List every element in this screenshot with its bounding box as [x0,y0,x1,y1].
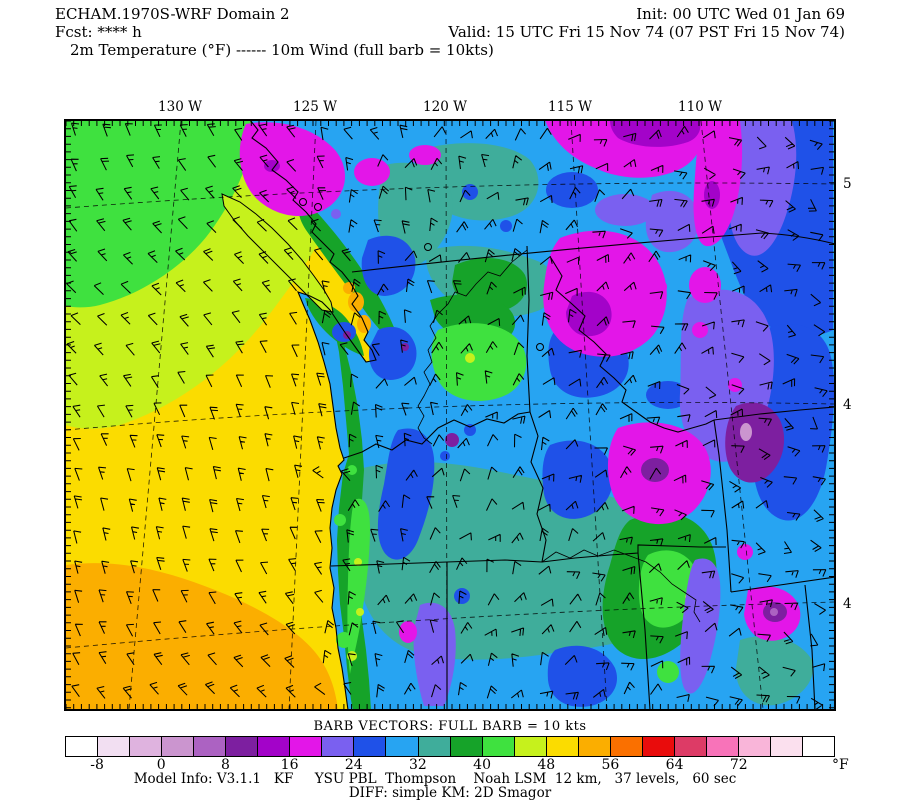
colorbar-tick-label: 48 [537,757,556,773]
latitude-label: 4 [843,397,852,413]
colorbar-cell [289,737,322,756]
map-frame-ticks [65,120,834,709]
colorbar-cell [737,737,771,756]
forecast-hour-label: Fcst: **** h [55,23,142,41]
colorbar-cell [673,737,706,756]
colorbar-tick-label: 0 [156,757,166,773]
calm-wind-circles [299,198,544,351]
colorbar-tick-label: -8 [90,757,104,773]
colorbar-cell [129,737,162,756]
colorbar-tick-label: 64 [665,757,684,773]
colorbar-cell [161,737,194,756]
colorbar-cell [417,737,450,756]
temperature-colorbar [65,736,835,757]
colorbar-cell [449,737,482,756]
colorbar-cell [481,737,514,756]
map-canvas [64,119,836,711]
longitude-label: 110 W [678,99,722,115]
colorbar-cell [545,737,578,756]
coastline [250,121,377,709]
valid-time-label: Valid: 15 UTC Fri 15 Nov 74 (07 PST Fri … [448,23,845,41]
colorbar-cell [513,737,546,756]
colorbar-tick-label: 16 [280,757,299,773]
longitude-axis: 130 W 125 W 120 W 115 W 110 W [0,99,900,115]
colorbar-cell [321,737,354,756]
colorbar-cell [609,737,642,756]
colorbar-cell [705,737,738,756]
model-title: ECHAM.1970S-WRF Domain 2 [55,5,290,23]
longitude-label: 115 W [548,99,592,115]
colorbar-cell [641,737,674,756]
colorbar-cell [802,737,835,756]
colorbar-cell [97,737,130,756]
barb-vectors-caption: BARB VECTORS: FULL BARB = 10 kts [313,719,587,734]
field-description-label: 2m Temperature (°F) ------ 10m Wind (ful… [70,41,494,59]
colorbar-tick-label: 8 [220,757,230,773]
colorbar-cell [193,737,226,756]
colorbar-tick-labels: -8 0 8 16 24 32 40 48 56 64 72 [0,757,900,773]
colorbar-cell [353,737,386,756]
colorbar-cell [385,737,418,756]
colorbar-tick-label: 40 [473,757,491,773]
temperature-field [66,121,834,709]
latitude-axis: 5 4 4 [843,0,863,730]
model-info-line: Model Info: V3.1.1 KF YSU PBL Thompson N… [133,771,737,787]
latitude-label: 5 [843,176,852,192]
longitude-label: 120 W [423,99,467,115]
colorbar-unit-label: °F [832,757,849,773]
colorbar-tick-label: 56 [601,757,620,773]
wind-barbs [66,122,828,709]
colorbar-tick-label: 24 [344,757,363,773]
longitude-label: 125 W [293,99,337,115]
state-borders [330,232,834,709]
colorbar-cell [577,737,610,756]
init-time-label: Init: 00 UTC Wed 01 Jan 69 [636,5,845,23]
longitude-label: 130 W [158,99,202,115]
colorbar-tick-label: 72 [729,757,748,773]
latitude-label: 4 [843,596,852,612]
colorbar-tick-label: 32 [408,757,427,773]
colorbar-cell [770,737,803,756]
map-frame [64,119,836,711]
diffusion-info-line: DIFF: simple KM: 2D Smagor [348,785,552,800]
vancouver-island [221,193,334,313]
colorbar-cell [225,737,258,756]
weather-map: 130 W 125 W 120 W 115 W 110 W 5 4 4 [0,0,900,730]
colorbar-cell [257,737,290,756]
colorbar-cell [66,737,98,756]
